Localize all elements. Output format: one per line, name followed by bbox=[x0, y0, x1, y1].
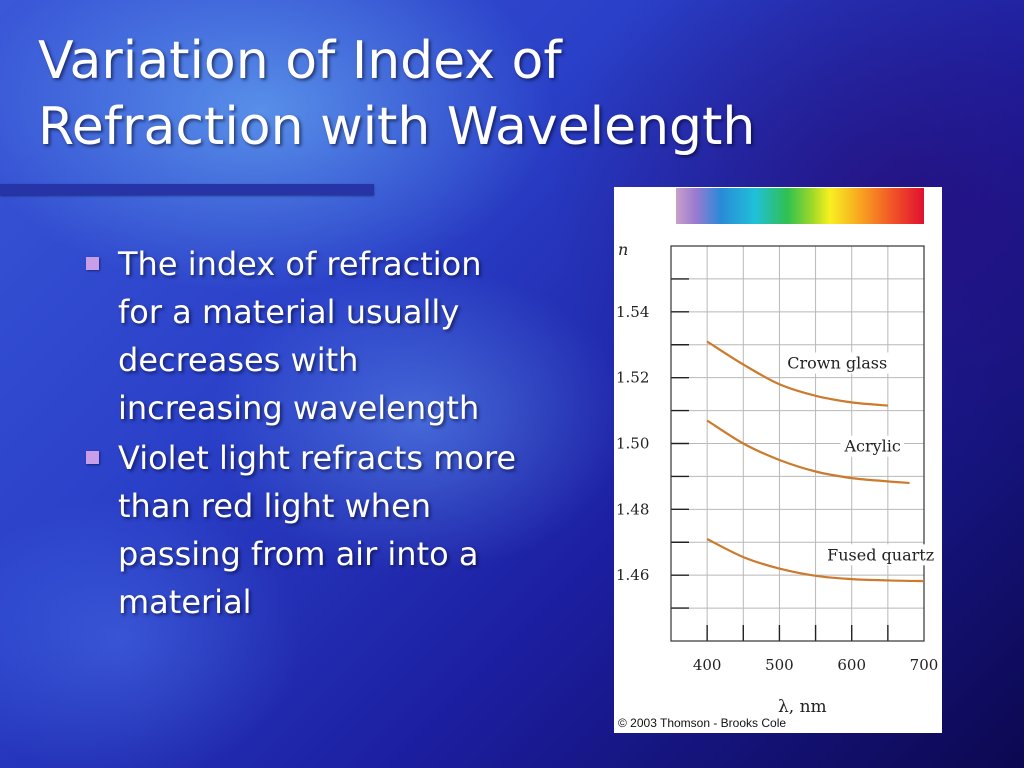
bullet-2-line-4: material bbox=[118, 583, 252, 621]
y-tick-label: 1.52 bbox=[616, 369, 649, 387]
y-tick-label: 1.48 bbox=[616, 500, 649, 518]
bullet-item-1: The index of refraction for a material u… bbox=[82, 240, 582, 432]
bullet-item-2: Violet light refracts more than red ligh… bbox=[82, 434, 582, 626]
slide-title-line-2: Refraction with Wavelength bbox=[38, 97, 756, 157]
bullet-2-line-1: Violet light refracts more bbox=[118, 439, 517, 477]
x-axis-label: λ, nm bbox=[778, 697, 827, 717]
y-axis-label: n bbox=[618, 240, 628, 259]
bullet-2-line-2: than red light when bbox=[118, 487, 432, 525]
bullet-1-line-4: increasing wavelength bbox=[118, 389, 480, 427]
slide-title-line-1: Variation of Index of bbox=[38, 31, 562, 91]
series-label-bg-acrylic bbox=[840, 435, 904, 457]
y-tick-label: 1.50 bbox=[616, 435, 649, 453]
series-line-crown-glass bbox=[706, 340, 888, 407]
visible-spectrum-bar bbox=[676, 188, 924, 224]
square-bullet-icon bbox=[86, 257, 99, 270]
refraction-index-chart: 1.46 1.48 1.50 1.52 1.54 400 500 600 700 Crown gl… bbox=[614, 187, 942, 733]
slide-title: Variation of Index of Refraction with Wa… bbox=[38, 28, 878, 160]
x-tick-label: 400 bbox=[693, 656, 722, 674]
series-line-fused-quartz bbox=[706, 538, 925, 583]
copyright-credit: © 2003 Thomson - Brooks Cole bbox=[618, 716, 787, 730]
square-bullet-icon bbox=[86, 451, 99, 464]
bullet-list: The index of refraction for a material u… bbox=[82, 240, 582, 628]
x-tick-label: 600 bbox=[837, 656, 866, 674]
series-line-acrylic bbox=[706, 419, 910, 485]
series-label-fused-quartz: Fused quartz bbox=[827, 545, 934, 564]
title-underline-bar bbox=[0, 184, 374, 195]
bullet-1-line-2: for a material usually bbox=[118, 293, 460, 331]
bullet-2-line-3: passing from air into a bbox=[118, 535, 479, 573]
x-tick-label: 700 bbox=[910, 656, 939, 674]
plot-frame bbox=[670, 245, 925, 642]
y-tick-label: 1.54 bbox=[616, 303, 649, 321]
series-label-crown-glass: Crown glass bbox=[787, 353, 887, 372]
chart-svg: 1.46 1.48 1.50 1.52 1.54 400 500 600 700 Crown gl… bbox=[616, 188, 939, 717]
bullet-1-line-1: The index of refraction bbox=[118, 245, 482, 283]
y-tick-label: 1.46 bbox=[616, 566, 649, 584]
series-label-bg-crown-glass bbox=[784, 352, 891, 374]
bullet-1-line-3: decreases with bbox=[118, 341, 359, 379]
x-tick-label: 500 bbox=[765, 656, 794, 674]
series-label-acrylic: Acrylic bbox=[843, 437, 900, 456]
series-label-bg-fused-quartz bbox=[824, 544, 938, 566]
